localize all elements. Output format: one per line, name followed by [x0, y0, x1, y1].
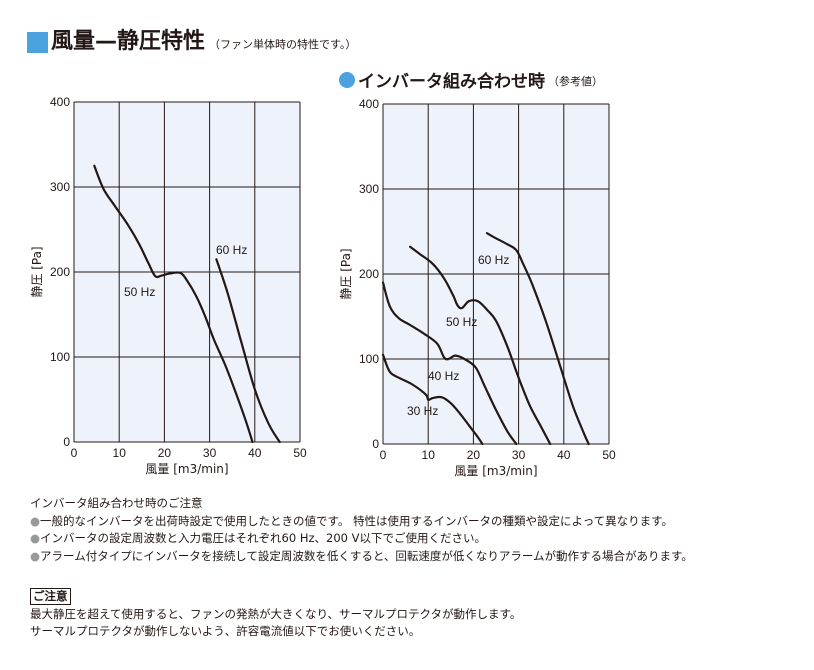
y-tick-label: 0 [372, 437, 379, 451]
x-tick-label: 30 [203, 446, 217, 460]
bullet-icon: ● [30, 548, 41, 563]
x-tick-label: 40 [248, 446, 262, 460]
notes-item: ●一般的なインバータを出荷時設定で使用したときの値です。 特性は使用するインバー… [30, 513, 693, 531]
y-tick-label: 400 [50, 95, 70, 109]
x-axis-label: 風量 [m3/min] [145, 462, 228, 476]
x-tick-label: 50 [293, 446, 307, 460]
y-axis-label: 静圧 [Pa] [339, 248, 353, 299]
y-axis-label: 静圧 [Pa] [30, 246, 44, 297]
y-tick-label: 400 [359, 97, 379, 111]
series-line [215, 258, 281, 444]
series-label: 50 Hz [446, 315, 477, 329]
notes-item-text: アラーム付タイプにインバータを接続して設定周波数を低くすると、回転速度が低くなり… [40, 548, 693, 563]
series-line [93, 164, 254, 444]
inverter-notes: インバータ組み合わせ時のご注意 ●一般的なインバータを出荷時設定で使用したときの… [30, 495, 693, 565]
x-tick-label: 0 [380, 448, 387, 462]
notes-heading: インバータ組み合わせ時のご注意 [30, 496, 203, 510]
page-subtitle: （ファン単体時の特性です。） [209, 38, 357, 51]
series-label: 60 Hz [478, 253, 509, 267]
x-tick-label: 30 [512, 448, 526, 462]
notes-item: ●インバータの設定周波数と入力電圧はそれぞれ60 Hz、200 V以下でご使用く… [30, 530, 693, 548]
y-tick-label: 300 [359, 182, 379, 196]
x-axis-label: 風量 [m3/min] [454, 464, 537, 478]
bullet-icon: ● [30, 531, 41, 546]
inverter-title: インバータ組み合わせ時 （参考値） [339, 67, 603, 92]
x-tick-label: 50 [602, 448, 616, 462]
series-label: 40 Hz [428, 369, 459, 383]
caution-line: 最大静圧を超えて使用すると、ファンの発熱が大きくなり、サーマルプロテクタが動作し… [30, 606, 522, 621]
y-tick-label: 100 [50, 350, 70, 364]
x-tick-label: 10 [422, 448, 436, 462]
x-tick-label: 20 [467, 448, 481, 462]
series-label: 60 Hz [216, 243, 247, 257]
y-tick-label: 0 [63, 435, 70, 449]
y-tick-label: 200 [359, 267, 379, 281]
page-title: 風量—静圧特性 [51, 29, 206, 54]
series-line [485, 232, 590, 446]
x-tick-label: 20 [158, 446, 172, 460]
series-line [381, 281, 518, 446]
caution-heading: ご注意 [30, 588, 71, 605]
series-line [381, 353, 484, 446]
notes-item: ●アラーム付タイプにインバータを接続して設定周波数を低くすると、回転速度が低くな… [30, 548, 693, 566]
series-label: 30 Hz [407, 404, 438, 418]
series-line [409, 245, 552, 446]
square-bullet-icon [27, 32, 48, 53]
x-tick-label: 0 [71, 446, 78, 460]
circle-bullet-icon [339, 71, 355, 88]
bullet-icon: ● [30, 513, 41, 528]
inverter-title-text: インバータ組み合わせ時 [358, 72, 545, 92]
y-tick-label: 300 [50, 180, 70, 194]
caution-line: サーマルプロテクタが動作しないよう、許容電流値以下でお使いください。 [30, 624, 421, 639]
y-tick-label: 100 [359, 352, 379, 366]
inverter-subtitle: （参考値） [548, 75, 603, 88]
notes-item-text: 一般的なインバータを出荷時設定で使用したときの値です。 特性は使用するインバータ… [40, 513, 673, 528]
caution-box: ご注意 最大静圧を超えて使用すると、ファンの発熱が大きくなり、サーマルプロテクタ… [30, 588, 521, 641]
x-tick-label: 10 [113, 446, 127, 460]
y-tick-label: 200 [50, 265, 70, 279]
notes-item-text: インバータの設定周波数と入力電圧はそれぞれ60 Hz、200 V以下でご使用くだ… [40, 531, 486, 546]
section-title: 風量—静圧特性 （ファン単体時の特性です。） [27, 29, 356, 55]
x-tick-label: 40 [557, 448, 571, 462]
series-label: 50 Hz [124, 285, 155, 299]
